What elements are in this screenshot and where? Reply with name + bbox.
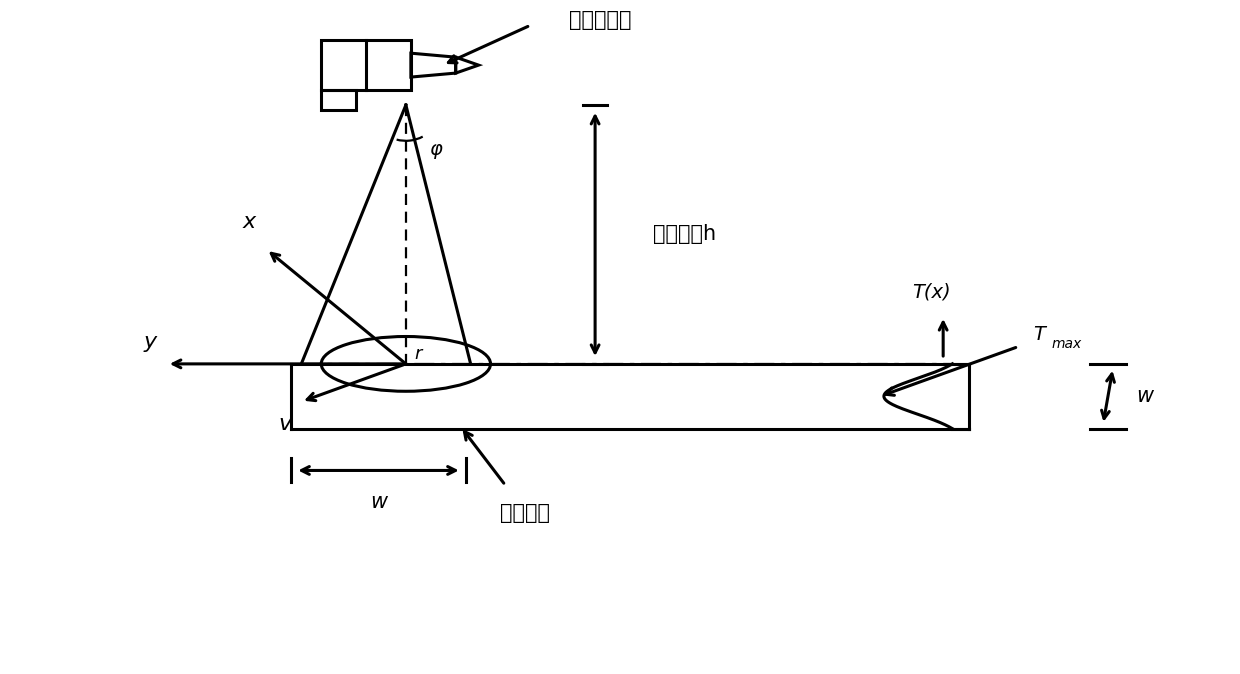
Text: x: x (243, 212, 257, 233)
Text: 喷涂区域: 喷涂区域 (501, 503, 551, 523)
Text: w: w (1136, 386, 1153, 406)
Text: T(x): T(x) (911, 282, 951, 302)
Text: max: max (1052, 336, 1081, 350)
Text: T: T (1033, 325, 1045, 344)
Text: r: r (414, 345, 422, 363)
Text: 油漆喷出口: 油漆喷出口 (569, 10, 631, 30)
Text: y: y (144, 332, 156, 352)
Text: φ: φ (429, 140, 443, 159)
Text: v: v (279, 414, 291, 433)
Text: 喷射距离h: 喷射距离h (653, 224, 717, 245)
Text: w: w (370, 493, 387, 512)
